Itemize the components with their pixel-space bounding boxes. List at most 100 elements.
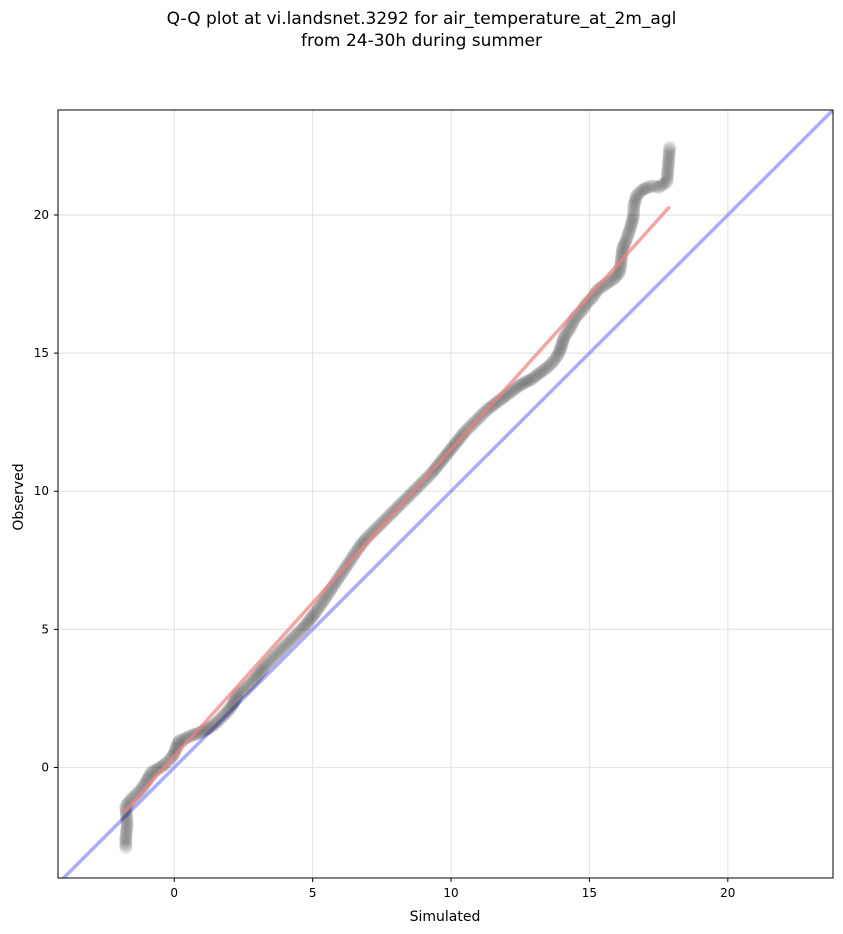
data-point xyxy=(517,376,531,390)
data-point xyxy=(620,231,634,245)
data-point xyxy=(661,162,675,176)
data-point xyxy=(626,212,640,226)
data-point xyxy=(225,698,239,712)
data-point xyxy=(366,525,380,539)
data-point xyxy=(560,325,574,339)
data-point xyxy=(272,645,286,659)
data-point xyxy=(221,704,235,718)
data-point xyxy=(120,821,134,835)
data-point xyxy=(593,281,607,295)
data-point xyxy=(564,319,578,333)
data-point xyxy=(661,160,675,174)
data-point xyxy=(662,143,676,157)
data-point xyxy=(643,180,657,194)
data-point xyxy=(220,705,234,719)
data-point xyxy=(621,229,635,243)
data-point xyxy=(588,287,602,301)
data-point xyxy=(367,523,381,537)
data-point xyxy=(236,683,250,697)
data-point xyxy=(637,182,651,196)
data-point xyxy=(277,640,291,654)
data-point xyxy=(134,783,148,797)
data-point xyxy=(301,614,315,628)
data-point xyxy=(627,205,641,219)
data-point xyxy=(119,833,133,847)
x-tick-label: 15 xyxy=(582,886,597,900)
data-point xyxy=(554,340,568,354)
data-point xyxy=(591,283,605,297)
data-point xyxy=(304,611,318,625)
data-point xyxy=(135,781,149,795)
data-point xyxy=(223,702,237,716)
data-point xyxy=(132,784,146,798)
data-point xyxy=(609,270,623,284)
data-point xyxy=(290,627,304,641)
data-point xyxy=(555,336,569,350)
data-point xyxy=(559,327,573,341)
data-point xyxy=(558,330,572,344)
data-point xyxy=(611,266,625,280)
data-point xyxy=(622,226,636,240)
data-point xyxy=(244,676,258,690)
data-point xyxy=(256,662,270,676)
data-point xyxy=(563,321,577,335)
data-point xyxy=(535,364,549,378)
data-point xyxy=(216,709,230,723)
data-point xyxy=(617,239,631,253)
data-point xyxy=(617,237,631,251)
data-point xyxy=(625,217,638,231)
data-point xyxy=(633,185,647,199)
data-point xyxy=(508,382,522,396)
data-point xyxy=(618,236,632,250)
data-point xyxy=(549,350,563,364)
data-point xyxy=(119,799,133,813)
data-point xyxy=(252,667,266,681)
data-point xyxy=(629,191,643,205)
chart-title-block: Q-Q plot at vi.landsnet.3292 for air_tem… xyxy=(0,8,843,52)
data-point xyxy=(510,381,524,395)
data-point xyxy=(639,181,653,195)
grid-lines xyxy=(58,110,833,878)
x-tick-label: 10 xyxy=(443,886,458,900)
y-tick-label: 15 xyxy=(34,346,49,360)
data-point xyxy=(248,672,262,686)
x-axis: 0 5 10 15 20 xyxy=(170,878,735,900)
data-point xyxy=(610,268,624,282)
data-point xyxy=(257,660,271,674)
data-point xyxy=(661,158,675,172)
identity-line xyxy=(61,110,833,878)
data-point xyxy=(120,811,134,825)
data-point xyxy=(534,365,548,379)
data-point xyxy=(214,711,228,725)
data-point xyxy=(119,826,133,840)
data-point xyxy=(119,841,133,855)
data-point xyxy=(249,670,263,684)
data-point xyxy=(119,806,133,820)
data-point xyxy=(663,140,677,154)
data-point xyxy=(120,814,134,828)
data-point xyxy=(218,707,232,721)
data-point xyxy=(228,693,242,707)
data-point xyxy=(192,726,206,740)
y-tick-label: 0 xyxy=(41,760,49,774)
data-point xyxy=(489,396,503,410)
data-point xyxy=(288,629,302,643)
data-point xyxy=(649,180,663,194)
data-point xyxy=(521,374,535,388)
data-point xyxy=(224,700,238,714)
data-point xyxy=(300,616,314,630)
data-point xyxy=(641,180,655,194)
data-point xyxy=(519,375,533,389)
y-axis: 0 5 10 15 20 xyxy=(34,208,58,774)
data-point xyxy=(652,180,666,194)
data-point xyxy=(260,656,274,670)
data-point xyxy=(607,272,621,286)
data-point xyxy=(526,371,540,385)
data-point xyxy=(624,219,638,233)
data-point xyxy=(622,224,636,238)
data-point xyxy=(120,816,134,830)
data-point xyxy=(541,360,555,374)
data-point xyxy=(613,265,627,279)
data-point xyxy=(627,197,641,211)
data-point xyxy=(119,836,133,850)
